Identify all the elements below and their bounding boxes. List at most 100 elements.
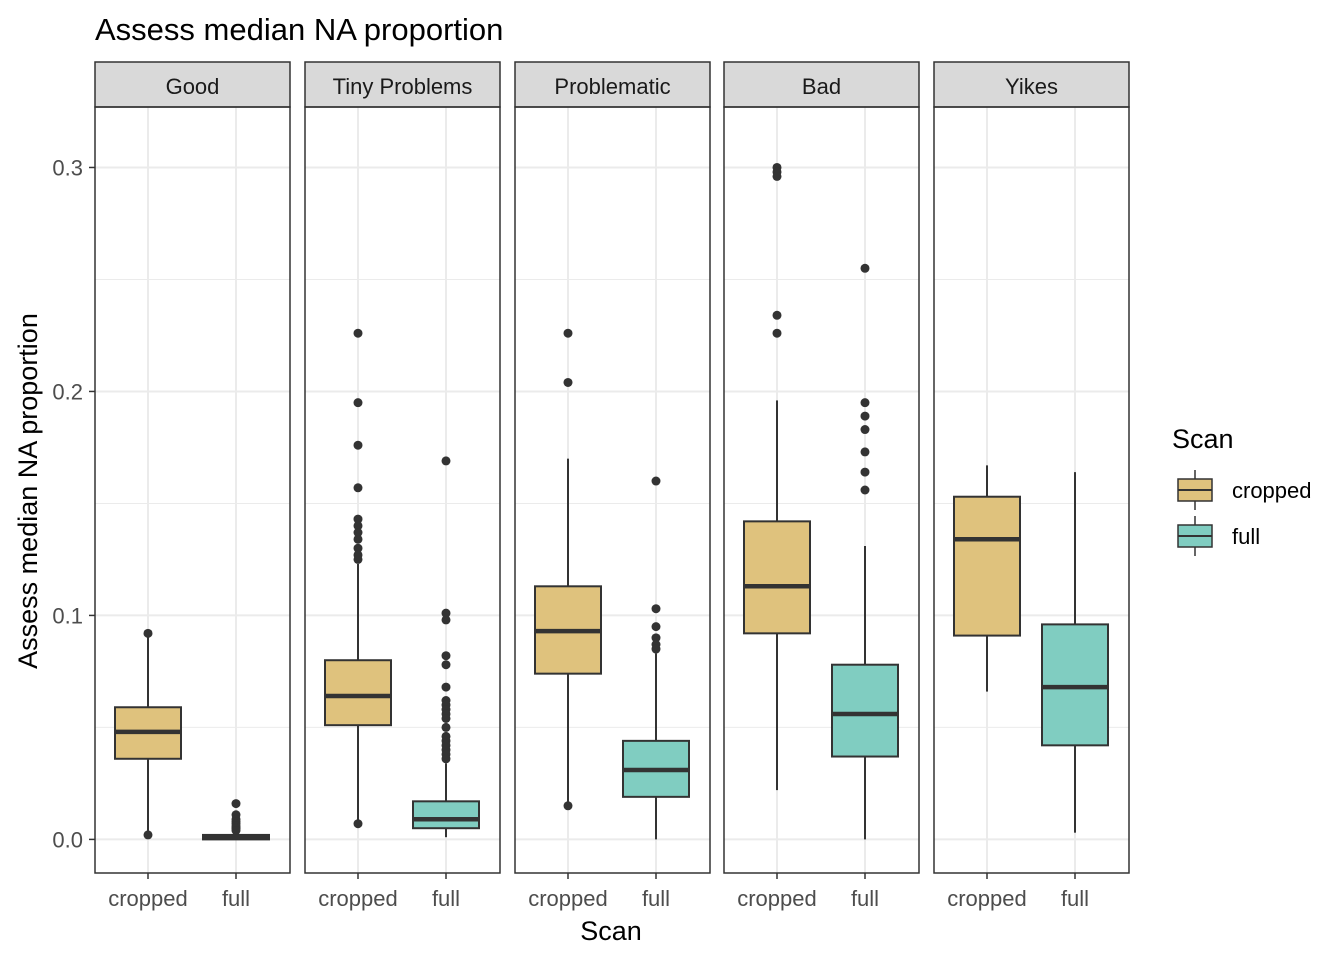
outlier-point <box>651 604 661 614</box>
y-tick-label: 0.3 <box>52 155 83 180</box>
outlier-point <box>441 456 451 466</box>
facet-panel-yikes: Yikes cropped full <box>933 61 1130 911</box>
facet-strip-label: Bad <box>802 74 841 99</box>
box-full <box>202 799 270 841</box>
outlier-point <box>353 543 363 553</box>
panel-border <box>514 106 711 874</box>
facet-strip-label: Tiny Problems <box>333 74 473 99</box>
legend-label: cropped <box>1232 478 1312 503</box>
box-iqr <box>831 663 899 758</box>
legend-item-full: full <box>1177 516 1260 556</box>
box-cropped <box>114 628 182 840</box>
outlier-point <box>143 830 153 840</box>
outlier-point <box>563 801 573 811</box>
facet-strip-label: Good <box>166 74 220 99</box>
box-full <box>412 456 480 838</box>
outlier-point <box>353 514 363 524</box>
panel-background <box>724 107 919 873</box>
outlier-point <box>860 467 870 477</box>
y-axis: 0.0 0.1 0.2 0.3 <box>52 155 95 852</box>
x-tick-label: cropped <box>947 886 1027 911</box>
outlier-point <box>441 713 451 723</box>
outlier-point <box>353 440 363 450</box>
x-tick-label: cropped <box>737 886 817 911</box>
outlier-point <box>353 554 363 564</box>
outlier-point <box>353 521 363 531</box>
outlier-point <box>772 328 782 338</box>
outlier-point <box>353 328 363 338</box>
outlier-point <box>231 799 241 809</box>
y-tick-label: 0.0 <box>52 827 83 852</box>
outlier-point <box>860 425 870 435</box>
outlier-point <box>231 825 241 835</box>
x-tick-label: full <box>642 886 670 911</box>
outlier-point <box>860 263 870 273</box>
facet-panel-bad: Bad cropped full <box>723 61 920 911</box>
x-axis-title: Scan <box>580 916 642 946</box>
legend-title: Scan <box>1172 424 1234 454</box>
y-axis-title: Assess median NA proportion <box>13 313 43 669</box>
outlier-point <box>772 171 782 181</box>
x-tick-label: cropped <box>528 886 608 911</box>
facet-strip <box>723 61 920 108</box>
box-full <box>831 263 899 840</box>
outlier-point <box>441 608 451 618</box>
facet-strip-label: Problematic <box>554 74 670 99</box>
facet-strip <box>94 61 291 108</box>
box-full <box>1041 472 1109 833</box>
box-iqr <box>953 495 1021 637</box>
panel-background <box>305 107 500 873</box>
outlier-point <box>353 483 363 493</box>
outlier-point <box>860 411 870 421</box>
legend: Scan cropped full <box>1172 424 1312 556</box>
box-iqr <box>743 520 811 635</box>
panel-border <box>723 106 920 874</box>
legend-item-cropped: cropped <box>1177 470 1312 510</box>
outlier-point <box>441 651 451 661</box>
legend-label: full <box>1232 524 1260 549</box>
chart-title: Assess median NA proportion <box>95 12 503 47</box>
outlier-point <box>651 622 661 632</box>
x-tick-label: cropped <box>108 886 188 911</box>
outlier-point <box>651 644 661 654</box>
facet-strip <box>933 61 1130 108</box>
box-cropped <box>953 465 1021 692</box>
outlier-point <box>860 485 870 495</box>
facet-panel-good: Good cropped full <box>94 61 291 911</box>
x-tick-label: full <box>222 886 250 911</box>
facet-strip-label: Yikes <box>1005 74 1058 99</box>
outlier-point <box>353 528 363 538</box>
outlier-point <box>651 476 661 486</box>
panel-border <box>304 106 501 874</box>
outlier-point <box>563 377 573 387</box>
box-cropped <box>743 162 811 791</box>
y-tick-label: 0.1 <box>52 603 83 628</box>
outlier-point <box>563 328 573 338</box>
outlier-point <box>651 633 661 643</box>
facet-strip <box>304 61 501 108</box>
outlier-point <box>353 819 363 829</box>
outlier-point <box>441 615 451 625</box>
x-tick-label: full <box>851 886 879 911</box>
outlier-point <box>860 398 870 408</box>
facet-strip <box>514 61 711 108</box>
outlier-point <box>353 534 363 544</box>
box-iqr <box>324 659 392 727</box>
x-tick-label: full <box>1061 886 1089 911</box>
outlier-point <box>860 447 870 457</box>
panel-border <box>94 106 291 874</box>
outlier-point <box>772 310 782 320</box>
outlier-point <box>143 628 153 638</box>
facet-panel-problematic: Problematic cropped full <box>514 61 711 911</box>
outlier-point <box>353 398 363 408</box>
panel-border <box>933 106 1130 874</box>
box-cropped <box>324 328 392 829</box>
facet-panel-tiny-problems: Tiny Problems cropped full <box>304 61 501 911</box>
box-full <box>622 476 690 840</box>
outlier-point <box>441 754 451 764</box>
x-tick-label: cropped <box>318 886 398 911</box>
x-tick-label: full <box>432 886 460 911</box>
